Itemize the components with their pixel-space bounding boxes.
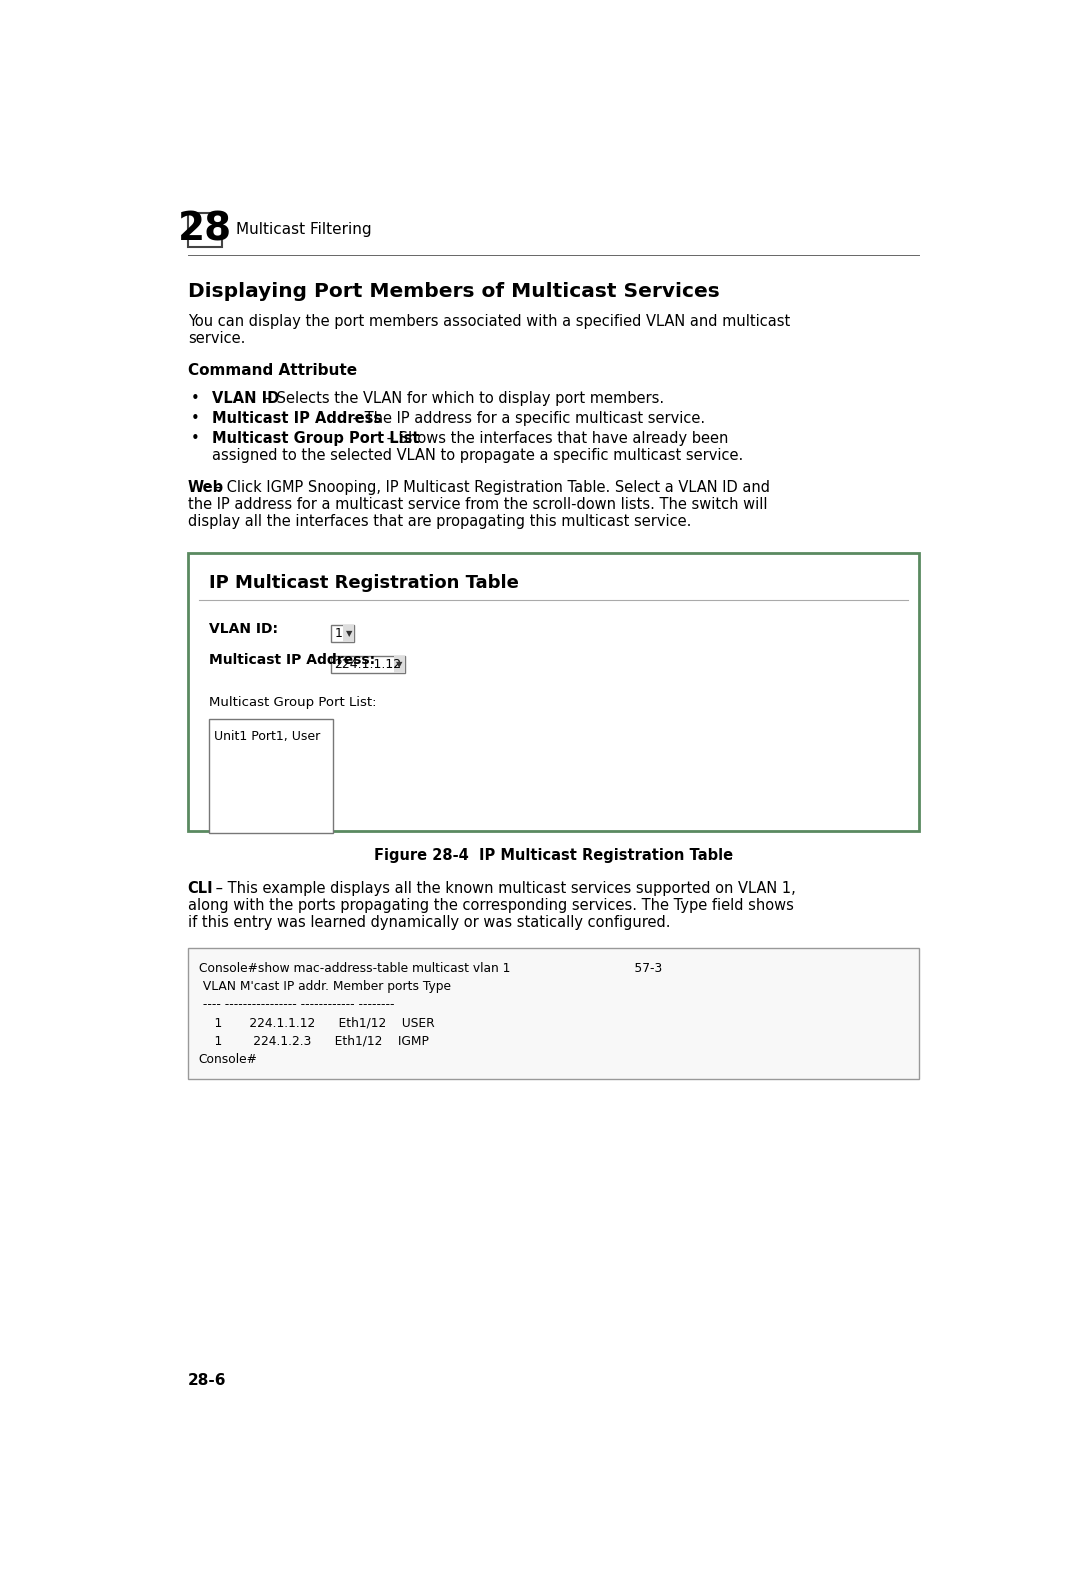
Text: ---- ---------------- ------------ --------: ---- ---------------- ------------ -----…	[199, 999, 394, 1011]
Text: Command Attribute: Command Attribute	[188, 363, 356, 378]
Text: service.: service.	[188, 331, 245, 345]
FancyBboxPatch shape	[210, 719, 334, 834]
Text: VLAN ID: VLAN ID	[213, 391, 280, 407]
Text: ▼: ▼	[346, 630, 352, 637]
Text: Web: Web	[188, 480, 224, 495]
FancyBboxPatch shape	[188, 553, 919, 832]
Text: along with the ports propagating the corresponding services. The Type field show: along with the ports propagating the cor…	[188, 898, 794, 912]
Text: 1       224.1.1.12      Eth1/12    USER: 1 224.1.1.12 Eth1/12 USER	[199, 1016, 434, 1030]
FancyBboxPatch shape	[332, 656, 405, 672]
Text: Multicast Group Port List:: Multicast Group Port List:	[210, 696, 377, 708]
Text: Multicast IP Address:: Multicast IP Address:	[210, 653, 376, 667]
Text: You can display the port members associated with a specified VLAN and multicast: You can display the port members associa…	[188, 314, 789, 328]
Text: Multicast IP Address: Multicast IP Address	[213, 411, 382, 425]
Text: Unit1 Port1, User: Unit1 Port1, User	[214, 730, 321, 743]
Text: the IP address for a multicast service from the scroll-down lists. The switch wi: the IP address for a multicast service f…	[188, 498, 767, 512]
Text: IP Multicast Registration Table: IP Multicast Registration Table	[210, 575, 519, 592]
FancyBboxPatch shape	[188, 214, 221, 246]
Text: – Selects the VLAN for which to display port members.: – Selects the VLAN for which to display …	[260, 391, 664, 407]
Text: if this entry was learned dynamically or was statically configured.: if this entry was learned dynamically or…	[188, 914, 671, 929]
FancyBboxPatch shape	[332, 625, 354, 642]
Text: •: •	[191, 411, 200, 425]
Text: – Shows the interfaces that have already been: – Shows the interfaces that have already…	[382, 430, 728, 446]
FancyBboxPatch shape	[343, 625, 354, 642]
Text: VLAN M'cast IP addr. Member ports Type: VLAN M'cast IP addr. Member ports Type	[199, 980, 450, 994]
Text: 28: 28	[178, 210, 232, 250]
Text: 1: 1	[334, 626, 342, 641]
Text: – This example displays all the known multicast services supported on VLAN 1,: – This example displays all the known mu…	[211, 881, 796, 895]
Text: Console#: Console#	[199, 1053, 257, 1066]
FancyBboxPatch shape	[394, 656, 405, 672]
Text: Console#show mac-address-table multicast vlan 1                                5: Console#show mac-address-table multicast…	[199, 962, 662, 975]
Text: 28-6: 28-6	[188, 1372, 226, 1388]
Text: 224.1.1.12: 224.1.1.12	[334, 658, 402, 670]
Text: Multicast Filtering: Multicast Filtering	[235, 223, 372, 237]
Text: Displaying Port Members of Multicast Services: Displaying Port Members of Multicast Ser…	[188, 281, 719, 300]
Text: Multicast Group Port List: Multicast Group Port List	[213, 430, 420, 446]
FancyBboxPatch shape	[188, 948, 919, 1079]
Text: CLI: CLI	[188, 881, 214, 895]
Text: •: •	[191, 430, 200, 446]
Text: – Click IGMP Snooping, IP Multicast Registration Table. Select a VLAN ID and: – Click IGMP Snooping, IP Multicast Regi…	[210, 480, 770, 495]
Text: 1        224.1.2.3      Eth1/12    IGMP: 1 224.1.2.3 Eth1/12 IGMP	[199, 1035, 429, 1047]
Text: ▼: ▼	[396, 659, 403, 669]
Text: assigned to the selected VLAN to propagate a specific multicast service.: assigned to the selected VLAN to propaga…	[213, 447, 744, 463]
Text: VLAN ID:: VLAN ID:	[210, 622, 279, 636]
Text: •: •	[191, 391, 200, 407]
Text: Figure 28-4  IP Multicast Registration Table: Figure 28-4 IP Multicast Registration Ta…	[374, 848, 733, 864]
Text: – The IP address for a specific multicast service.: – The IP address for a specific multicas…	[348, 411, 705, 425]
Text: display all the interfaces that are propagating this multicast service.: display all the interfaces that are prop…	[188, 513, 691, 529]
